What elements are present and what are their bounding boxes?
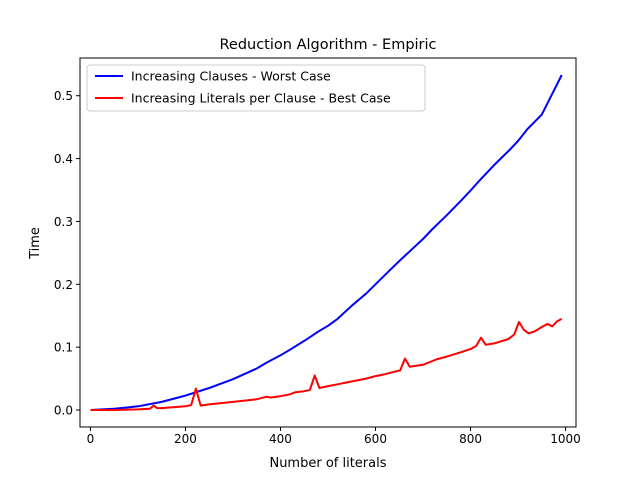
legend-box (86, 64, 426, 112)
y-tick-label: 0.4 (54, 152, 73, 166)
x-tick-label: 600 (364, 432, 387, 446)
y-tick-label: 0.5 (54, 89, 73, 103)
x-axis-label: Number of literals (269, 456, 386, 471)
y-tick-label: 0.1 (54, 341, 73, 355)
x-tick-label: 0 (87, 432, 95, 446)
y-tick-label: 0.3 (54, 215, 73, 229)
axes-frame (79, 57, 577, 428)
x-tick-label: 200 (174, 432, 197, 446)
legend: Increasing Clauses - Worst Case Increasi… (86, 64, 426, 112)
y-tick-label: 0.2 (54, 278, 73, 292)
legend-label-worst-case: Increasing Clauses - Worst Case (131, 69, 331, 84)
y-tick-label: 0.0 (54, 404, 73, 418)
x-tick-label: 1000 (550, 432, 581, 446)
legend-label-best-case: Increasing Literals per Clause - Best Ca… (131, 91, 391, 106)
y-axis-label: Time (28, 227, 43, 260)
series-line-best-case (90, 318, 563, 411)
chart-title: Reduction Algorithm - Empiric (219, 37, 436, 53)
series-line-worst-case (90, 74, 563, 411)
x-tick-label: 400 (269, 432, 292, 446)
plot-area: 0 200 400 600 800 1000 0.0 0.1 0.2 0.3 0.4 0.5 (54, 57, 581, 446)
x-tick-label: 800 (459, 432, 482, 446)
